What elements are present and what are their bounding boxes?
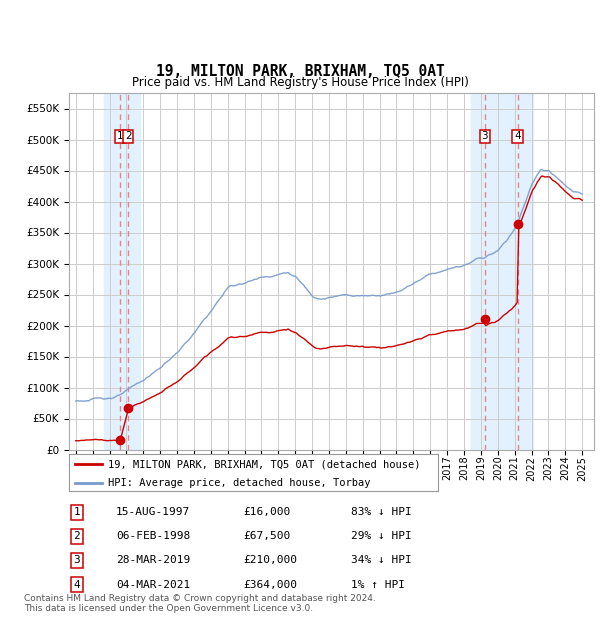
Text: This data is licensed under the Open Government Licence v3.0.: This data is licensed under the Open Gov…: [24, 604, 313, 613]
Text: 04-MAR-2021: 04-MAR-2021: [116, 580, 190, 590]
Text: £67,500: £67,500: [243, 531, 290, 541]
Text: 2: 2: [125, 131, 131, 141]
Text: £16,000: £16,000: [243, 507, 290, 517]
Text: 3: 3: [482, 131, 488, 141]
Text: 83% ↓ HPI: 83% ↓ HPI: [351, 507, 412, 517]
Text: 06-FEB-1998: 06-FEB-1998: [116, 531, 190, 541]
Text: 19, MILTON PARK, BRIXHAM, TQ5 0AT (detached house): 19, MILTON PARK, BRIXHAM, TQ5 0AT (detac…: [108, 459, 420, 469]
Text: 1% ↑ HPI: 1% ↑ HPI: [351, 580, 405, 590]
Bar: [104, 93, 140, 450]
Text: 19, MILTON PARK, BRIXHAM, TQ5 0AT: 19, MILTON PARK, BRIXHAM, TQ5 0AT: [155, 64, 445, 79]
Text: 28-MAR-2019: 28-MAR-2019: [116, 556, 190, 565]
Text: 15-AUG-1997: 15-AUG-1997: [116, 507, 190, 517]
Text: 3: 3: [73, 556, 80, 565]
Text: £364,000: £364,000: [243, 580, 297, 590]
Text: 1: 1: [73, 507, 80, 517]
Text: 1: 1: [116, 131, 123, 141]
Text: £210,000: £210,000: [243, 556, 297, 565]
Text: 4: 4: [514, 131, 521, 141]
Text: 34% ↓ HPI: 34% ↓ HPI: [351, 556, 412, 565]
Bar: [471, 93, 533, 450]
Text: Price paid vs. HM Land Registry's House Price Index (HPI): Price paid vs. HM Land Registry's House …: [131, 76, 469, 89]
Text: 4: 4: [73, 580, 80, 590]
Text: 29% ↓ HPI: 29% ↓ HPI: [351, 531, 412, 541]
Text: HPI: Average price, detached house, Torbay: HPI: Average price, detached house, Torb…: [108, 478, 370, 488]
Text: Contains HM Land Registry data © Crown copyright and database right 2024.: Contains HM Land Registry data © Crown c…: [24, 595, 376, 603]
Text: 2: 2: [73, 531, 80, 541]
